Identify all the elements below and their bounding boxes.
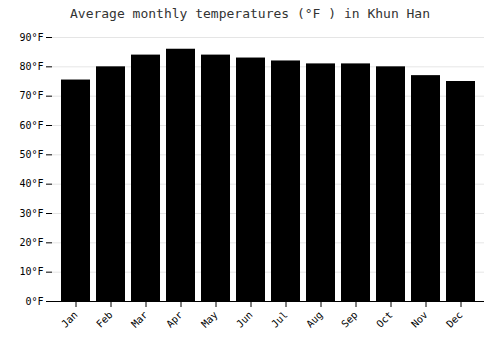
svg-text:Nov: Nov xyxy=(409,309,430,330)
svg-text:Aug: Aug xyxy=(304,309,325,330)
svg-text:60°F: 60°F xyxy=(19,120,43,131)
svg-text:50°F: 50°F xyxy=(19,149,43,160)
svg-text:70°F: 70°F xyxy=(19,90,43,101)
svg-text:0°F: 0°F xyxy=(25,296,43,307)
svg-text:10°F: 10°F xyxy=(19,266,43,277)
svg-text:Sep: Sep xyxy=(339,309,360,330)
svg-text:20°F: 20°F xyxy=(19,237,43,248)
svg-text:Jul: Jul xyxy=(269,309,290,330)
svg-text:90°F: 90°F xyxy=(19,32,43,43)
svg-text:Oct: Oct xyxy=(374,309,395,330)
svg-text:May: May xyxy=(199,309,220,330)
svg-text:40°F: 40°F xyxy=(19,178,43,189)
html-text:Average monthly temperatures (: Average monthly temperatures (°F ) in Kh… xyxy=(70,6,430,21)
svg-text:Mar: Mar xyxy=(129,309,150,330)
svg-text:Apr: Apr xyxy=(164,309,185,330)
svg-text:Jun: Jun xyxy=(234,309,255,330)
svg-text:80°F: 80°F xyxy=(19,61,43,72)
svg-text:Feb: Feb xyxy=(94,309,115,330)
svg-text:30°F: 30°F xyxy=(19,208,43,219)
svg-text:Dec: Dec xyxy=(444,309,465,330)
svg-text:Jan: Jan xyxy=(59,309,80,330)
